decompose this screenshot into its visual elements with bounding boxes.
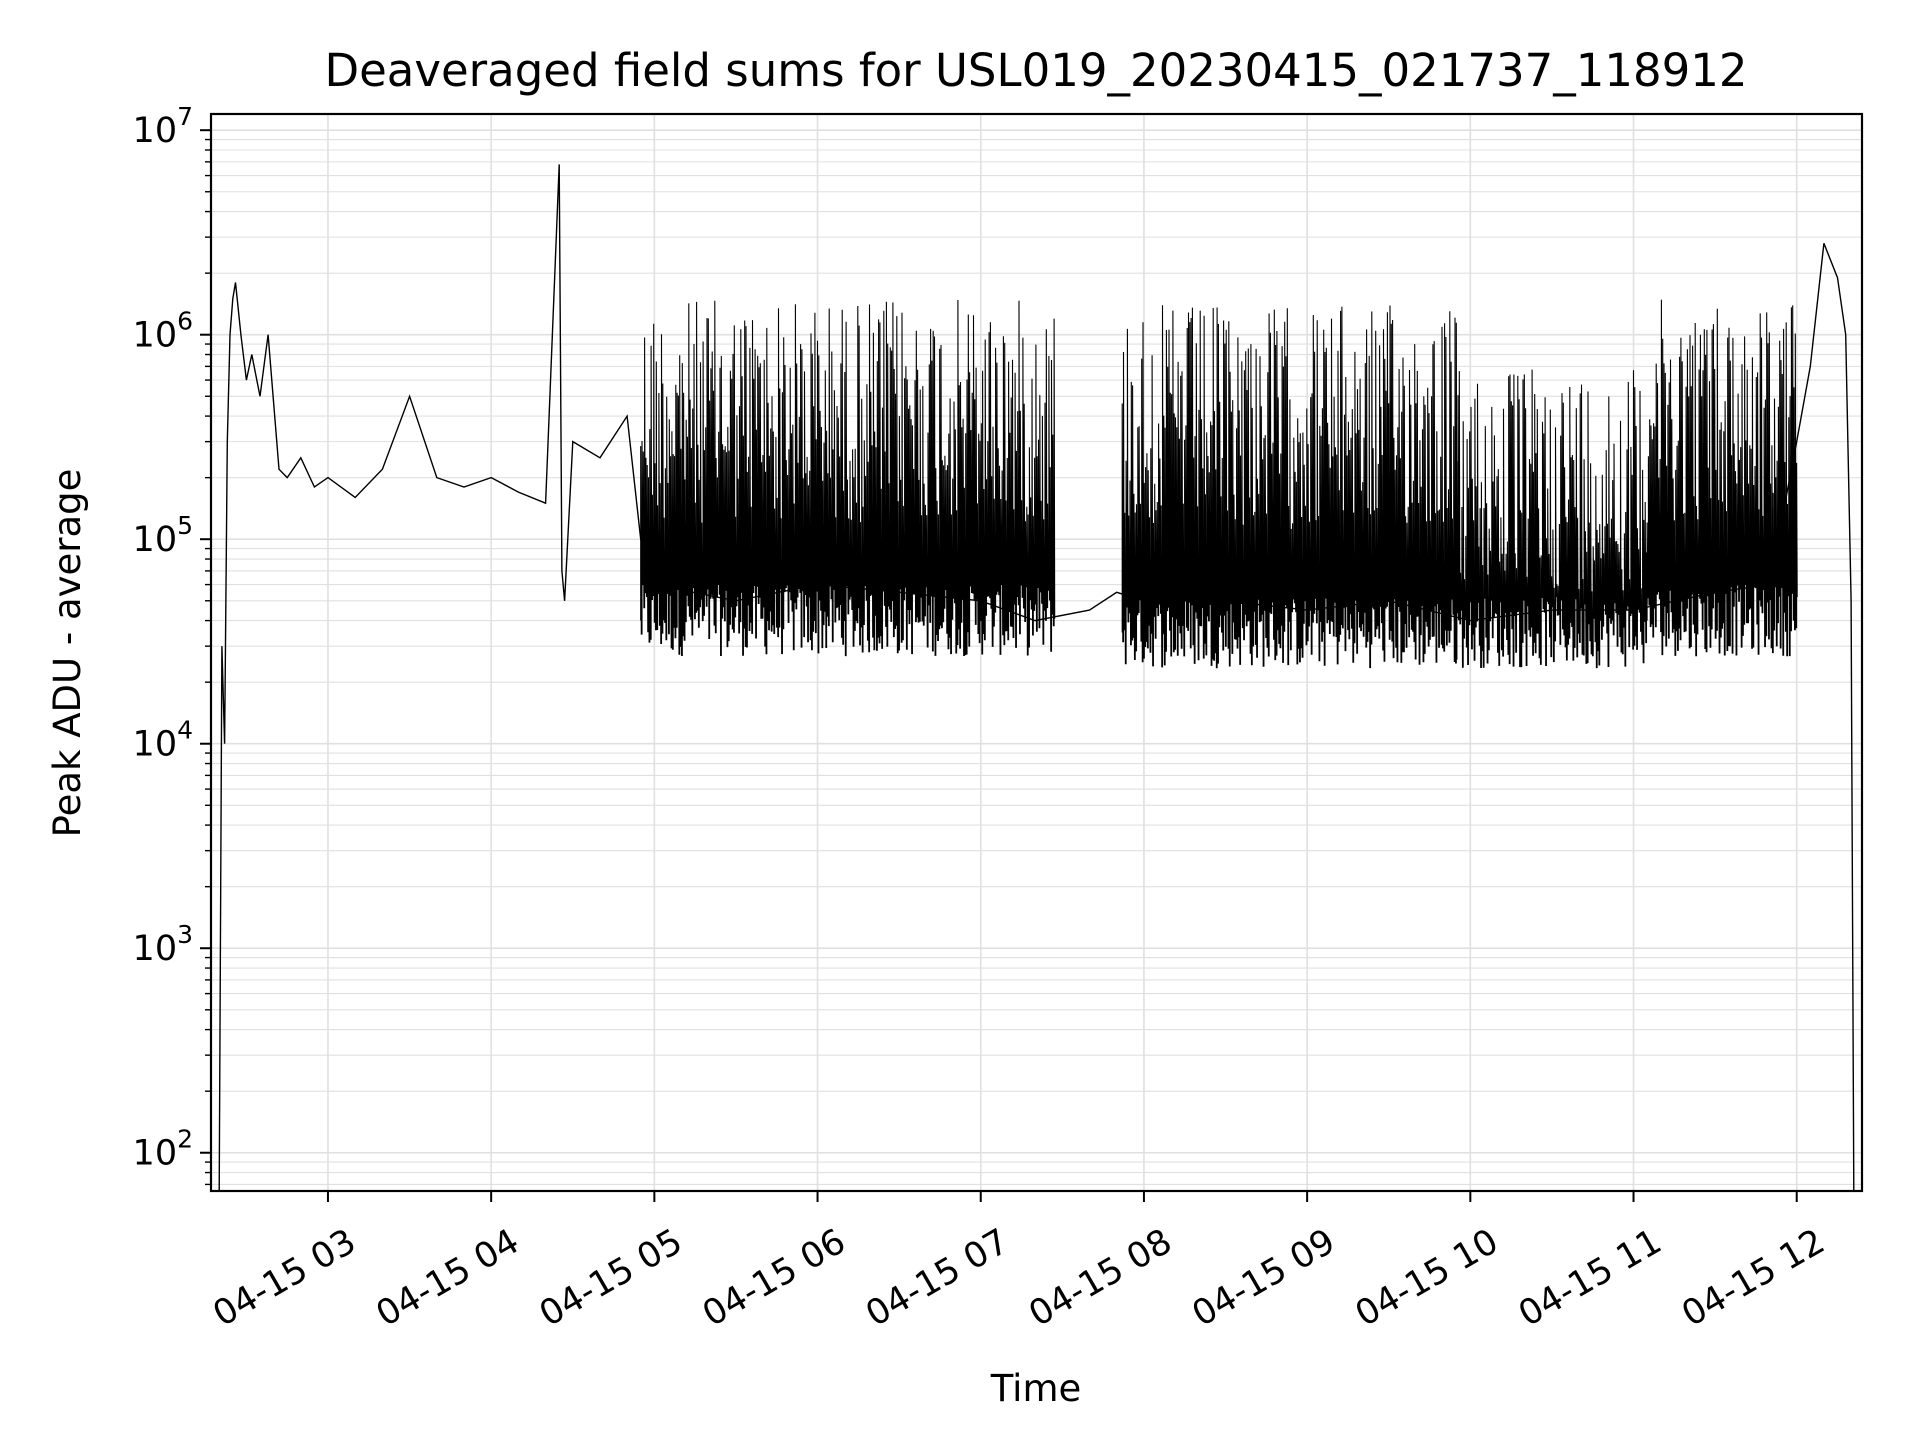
y-tick-label: 103 — [133, 920, 193, 969]
series-band — [1646, 299, 1798, 657]
series-group — [218, 164, 1855, 1191]
data-layer — [218, 164, 1855, 1191]
chart-title: Deaveraged field sums for USL019_2023041… — [324, 44, 1747, 97]
y-tick-label: 104 — [133, 716, 193, 765]
x-axis-label: Time — [990, 1367, 1082, 1410]
y-tick-label: 102 — [133, 1125, 193, 1174]
plot-frame — [209, 112, 1864, 1193]
series-band — [1456, 369, 1648, 669]
series-band — [640, 299, 1056, 657]
y-axis-label: Peak ADU - average — [46, 469, 89, 838]
y-tick-label: 106 — [133, 307, 193, 356]
y-tick-label: 105 — [133, 511, 193, 560]
y-axis: 102 103 104 105 106 107 — [133, 102, 211, 1186]
series-band — [1121, 305, 1458, 669]
y-tick-label: 107 — [133, 102, 193, 151]
